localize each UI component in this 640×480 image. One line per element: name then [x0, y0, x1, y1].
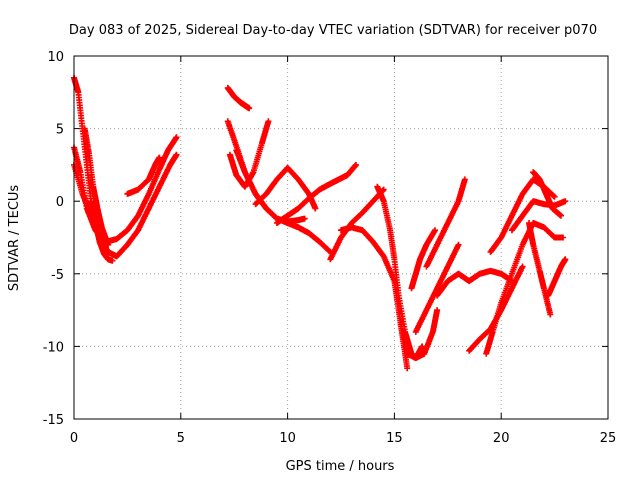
y-tick-label: -15 [43, 413, 64, 428]
data-series-arc-6 [224, 84, 253, 112]
data-series-arc-26 [530, 169, 564, 219]
data-point-markers [530, 169, 564, 219]
y-tick-label: 10 [47, 50, 64, 65]
data-series-arc-19 [434, 267, 515, 299]
data-series-arc-17 [412, 241, 462, 335]
data-point-markers [397, 307, 441, 361]
data-point-markers [483, 220, 567, 357]
x-tick-label: 10 [279, 431, 296, 446]
x-axis-label: GPS time / hours [286, 459, 395, 474]
x-tick-label: 20 [493, 431, 510, 446]
plot-frame [73, 55, 609, 420]
x-tick-label: 25 [600, 431, 617, 446]
y-tick-label: -10 [43, 340, 64, 355]
data-point-markers [412, 241, 462, 335]
data-point-markers [273, 161, 359, 226]
y-tick-label: 0 [56, 195, 64, 210]
chart-title: Day 083 of 2025, Sidereal Day-to-day VTE… [69, 23, 597, 38]
x-tick-label: 15 [386, 431, 403, 446]
y-tick-label: 5 [56, 123, 64, 138]
data-point-markers [224, 84, 253, 112]
data-point-markers [526, 220, 554, 318]
data-series-arc-5 [124, 154, 163, 197]
data-series-arc-18 [423, 176, 468, 270]
data-point-markers [81, 125, 112, 248]
data-series-arc-4 [81, 125, 112, 248]
data-series-arc-25 [545, 256, 569, 299]
x-tick-label: 5 [177, 431, 185, 446]
data-point-markers [408, 227, 438, 292]
data-series-arc-24 [526, 220, 554, 318]
data-point-markers [434, 267, 515, 299]
plot-area-data [71, 74, 569, 372]
data-point-markers [226, 118, 272, 190]
data-point-markers [124, 154, 163, 197]
data-series-arc-21 [483, 220, 567, 357]
data-series-arc-11 [273, 161, 359, 226]
data-series-arc-7 [226, 118, 272, 190]
y-tick-label: -5 [51, 268, 64, 283]
x-tick-label: 0 [70, 431, 78, 446]
y-axis-label: SDTVAR / TECUs [7, 185, 22, 292]
x-tick-labels: 0 5 10 15 20 25 [70, 431, 616, 446]
data-series-arc-15 [397, 307, 441, 361]
data-point-markers [423, 176, 468, 270]
data-point-markers [545, 256, 569, 299]
data-series-arc-16 [408, 227, 438, 292]
y-tick-labels: 10 5 0 -5 -10 -15 [43, 50, 64, 428]
